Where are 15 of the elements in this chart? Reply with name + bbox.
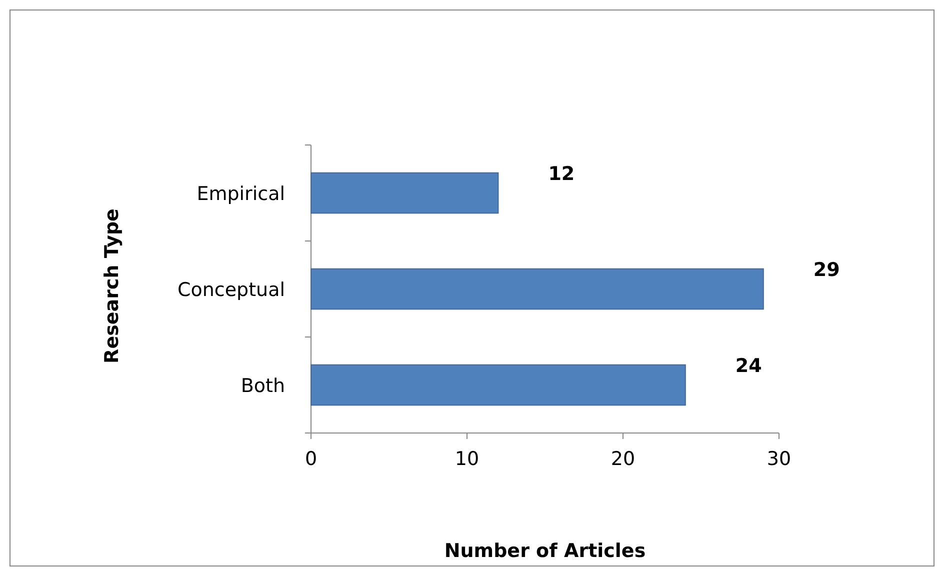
data-label: 29 [813,258,840,281]
x-axis-title: Number of Articles [444,540,646,562]
x-tick-label: 30 [766,448,792,470]
x-tick-label: 10 [454,448,480,470]
x-tick-label: 0 [304,448,318,470]
bar [310,172,499,214]
bar [310,364,686,406]
data-label: 12 [548,162,575,185]
y-tick-label: Empirical [196,183,285,205]
bar [310,268,764,310]
x-tick-label: 20 [610,448,636,470]
y-tick-label: Both [240,375,285,397]
y-axis-title: Research Type [101,208,123,364]
y-tick-label: Conceptual [177,279,285,301]
data-label: 24 [735,354,762,377]
